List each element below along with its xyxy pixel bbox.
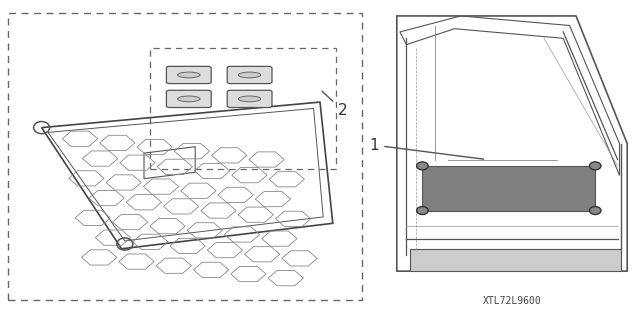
FancyBboxPatch shape — [166, 90, 211, 108]
Bar — [8, 13, 362, 300]
Ellipse shape — [239, 72, 261, 78]
Text: 1: 1 — [369, 137, 484, 159]
Ellipse shape — [178, 96, 200, 102]
Ellipse shape — [589, 162, 601, 170]
Bar — [150, 48, 336, 169]
FancyBboxPatch shape — [227, 66, 272, 84]
FancyBboxPatch shape — [227, 90, 272, 108]
Ellipse shape — [589, 207, 601, 214]
Polygon shape — [422, 166, 595, 211]
Polygon shape — [410, 249, 621, 271]
Ellipse shape — [239, 96, 261, 102]
FancyBboxPatch shape — [166, 66, 211, 84]
Ellipse shape — [417, 207, 428, 214]
Text: 2: 2 — [322, 91, 348, 118]
Text: XTL72L9600: XTL72L9600 — [483, 296, 542, 306]
Ellipse shape — [178, 72, 200, 78]
Ellipse shape — [417, 162, 428, 170]
